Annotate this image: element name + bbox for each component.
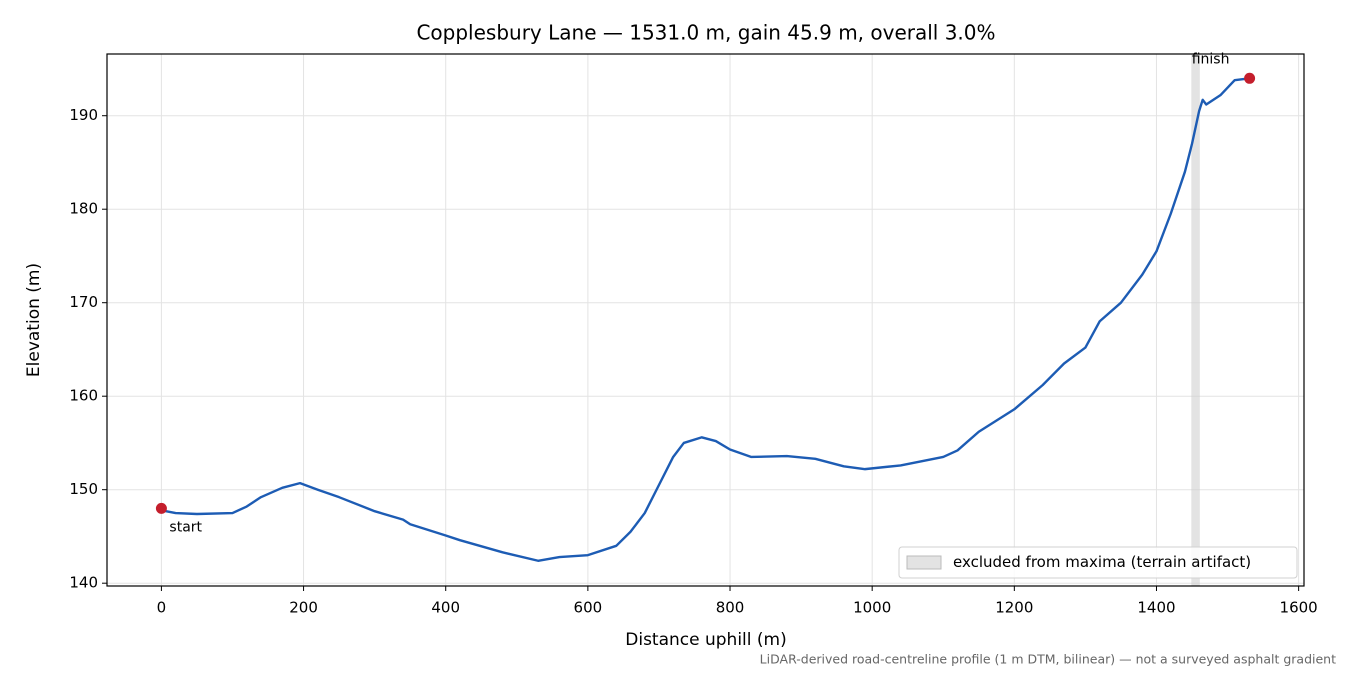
x-tick-label: 200 (289, 599, 318, 617)
annotation: finish (1192, 51, 1230, 67)
y-axis-label: Elevation (m) (24, 263, 44, 377)
annotation: start (169, 519, 202, 535)
y-tick-label: 160 (69, 387, 98, 405)
legend-swatch (906, 555, 942, 570)
legend-box (898, 546, 1298, 579)
endpoint-marker (155, 502, 167, 514)
x-axis-label: Distance uphill (m) (625, 630, 786, 650)
legend-label: excluded from maxima (terrain artifact) (953, 553, 1251, 571)
x-tick-label: 1600 (1280, 599, 1318, 617)
y-tick-label: 150 (69, 480, 98, 498)
y-tick-label: 170 (69, 293, 98, 311)
x-tick-label: 1200 (995, 599, 1033, 617)
x-tick-label: 600 (574, 599, 603, 617)
chart-title: Copplesbury Lane — 1531.0 m, gain 45.9 m… (416, 21, 995, 45)
x-tick-label: 400 (431, 599, 460, 617)
x-tick-label: 1000 (853, 599, 891, 617)
x-tick-label: 1400 (1137, 599, 1175, 617)
excluded-band (1191, 54, 1200, 586)
x-tick-label: 800 (716, 599, 745, 617)
y-tick-label: 190 (69, 106, 98, 124)
y-tick-label: 140 (69, 574, 98, 592)
footnote: LiDAR-derived road-centreline profile (1… (760, 652, 1336, 667)
x-tick-label: 0 (157, 599, 167, 617)
plot-frame (106, 53, 1305, 587)
y-tick-label: 180 (69, 200, 98, 218)
elevation-line (161, 77, 1250, 562)
endpoint-marker (1244, 72, 1256, 84)
